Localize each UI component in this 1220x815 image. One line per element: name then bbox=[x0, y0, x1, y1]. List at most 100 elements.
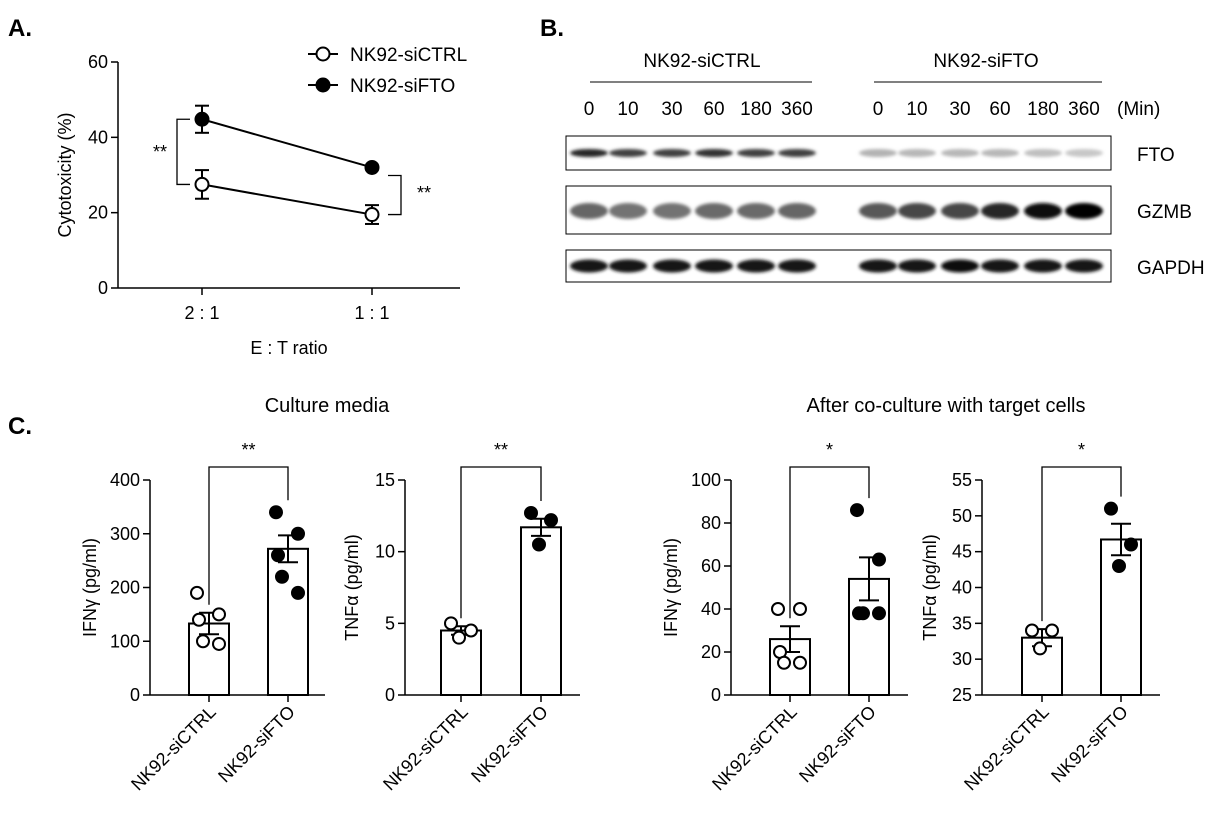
blot-time-label: 10 bbox=[906, 99, 927, 120]
blot-band-gzmb bbox=[981, 203, 1019, 219]
x-tick-label: NK92-siFTO bbox=[1047, 702, 1132, 787]
significance-bracket bbox=[388, 174, 402, 216]
y-tick-label: 60 bbox=[701, 556, 721, 576]
y-axis-label: IFNγ (pg/ml) bbox=[80, 538, 100, 637]
y-tick-label: 20 bbox=[701, 642, 721, 662]
blot-row-label-gapdh: GAPDH bbox=[1137, 258, 1205, 279]
data-point bbox=[291, 526, 305, 541]
legend-marker bbox=[315, 46, 331, 62]
blot-band-fto bbox=[898, 149, 936, 157]
y-axis-label: TNFα (pg/ml) bbox=[920, 534, 940, 640]
blot-band-fto bbox=[570, 149, 608, 157]
blot-band-gapdh bbox=[778, 259, 816, 273]
blot-band-gapdh bbox=[859, 259, 897, 273]
y-tick-label: 300 bbox=[110, 524, 140, 544]
y-tick-label: 20 bbox=[88, 203, 108, 223]
x-tick-label: 1 : 1 bbox=[354, 303, 389, 323]
blot-band-gapdh bbox=[1065, 259, 1103, 273]
data-point bbox=[793, 602, 807, 616]
data-point bbox=[1124, 537, 1138, 552]
y-tick-label: 0 bbox=[711, 685, 721, 705]
blot-band-fto bbox=[859, 149, 897, 157]
x-tick-label: NK92-siCTRL bbox=[379, 702, 472, 795]
significance-label: ** bbox=[153, 142, 167, 162]
blot-time-label: 30 bbox=[661, 99, 682, 120]
western-blot: NK92-siCTRL NK92-siFTO 0 10 30 60 180 360 0 10 3… bbox=[565, 51, 1205, 283]
bar-chart-c3: 0 20 40 60 80 100 IFNγ (pg/ml) NK92-siCTRLNK92-… bbox=[661, 440, 908, 794]
y-axis-label: IFNγ (pg/ml) bbox=[661, 538, 681, 637]
blot-band-gzmb bbox=[941, 203, 979, 219]
x-tick-label: NK92-siFTO bbox=[214, 702, 299, 787]
panel-label-b: B. bbox=[540, 15, 564, 42]
significance-bracket bbox=[460, 466, 542, 619]
blot-band-gzmb bbox=[1065, 203, 1103, 219]
data-point bbox=[452, 630, 466, 645]
y-tick-label: 35 bbox=[952, 613, 972, 633]
blot-time-labels: 0 10 30 60 180 360 0 10 30 60 180 360 bbox=[584, 99, 1100, 120]
data-point bbox=[269, 505, 283, 520]
blot-band-gzmb bbox=[859, 203, 897, 219]
blot-group-label-siCTRL: NK92-siCTRL bbox=[643, 51, 760, 72]
bar bbox=[188, 622, 230, 697]
y-tick-label: 60 bbox=[88, 52, 108, 72]
panel-c-title-coculture: After co-culture with target cells bbox=[807, 395, 1086, 417]
significance-label: * bbox=[1078, 440, 1085, 460]
significance-bracket bbox=[789, 466, 870, 619]
y-tick-label: 55 bbox=[952, 470, 972, 490]
data-point bbox=[275, 569, 289, 584]
significance-label: ** bbox=[241, 440, 255, 460]
data-point bbox=[194, 176, 210, 192]
blot-time-label: 0 bbox=[873, 99, 884, 120]
blot-band-gapdh bbox=[695, 259, 733, 273]
x-tick-label: NK92-siCTRL bbox=[960, 702, 1053, 795]
significance-label: ** bbox=[417, 183, 431, 203]
y-tick-label: 100 bbox=[691, 470, 721, 490]
y-tick-label: 0 bbox=[130, 685, 140, 705]
y-tick-label: 5 bbox=[385, 613, 395, 633]
blot-band-fto bbox=[1024, 149, 1062, 157]
x-tick-label: NK92-siCTRL bbox=[127, 702, 220, 795]
x-tick-label: NK92-siFTO bbox=[467, 702, 552, 787]
blot-time-label: 30 bbox=[949, 99, 970, 120]
y-tick-label: 30 bbox=[952, 649, 972, 669]
blot-band-fto bbox=[609, 149, 647, 157]
data-point bbox=[1104, 501, 1118, 516]
data-point bbox=[196, 634, 210, 649]
blot-band-gzmb bbox=[898, 203, 936, 219]
x-tick-label: NK92-siCTRL bbox=[708, 702, 801, 795]
blot-band-gapdh bbox=[1024, 259, 1062, 273]
blot-band-gapdh bbox=[653, 259, 691, 273]
data-point bbox=[291, 585, 305, 600]
data-point bbox=[544, 513, 558, 528]
blot-band-fto bbox=[737, 149, 775, 157]
y-tick-label: 200 bbox=[110, 578, 140, 598]
blot-time-unit: (Min) bbox=[1117, 99, 1160, 120]
data-point bbox=[364, 159, 380, 175]
data-point bbox=[771, 602, 785, 616]
bar bbox=[267, 547, 309, 696]
blot-band-gzmb bbox=[570, 203, 608, 219]
y-tick-label: 100 bbox=[110, 631, 140, 651]
blot-band-gzmb bbox=[1024, 203, 1062, 219]
blot-time-label: 60 bbox=[989, 99, 1010, 120]
bar-chart-c4: 25 30 35 40 45 50 55 TNFα (pg/ml) NK92-siCTRLNK9… bbox=[920, 440, 1160, 794]
data-point bbox=[1112, 559, 1126, 573]
blot-band-gapdh bbox=[898, 259, 936, 273]
blot-time-label: 180 bbox=[740, 99, 772, 120]
x-tick-label: NK92-siFTO bbox=[795, 702, 880, 787]
y-tick-label: 50 bbox=[952, 506, 972, 526]
blot-row-label-fto: FTO bbox=[1137, 145, 1175, 166]
y-tick-label: 40 bbox=[88, 127, 108, 147]
data-point bbox=[524, 505, 538, 520]
blot-time-label: 360 bbox=[1068, 99, 1100, 120]
significance-label: * bbox=[826, 440, 833, 460]
blot-bands bbox=[570, 149, 1103, 273]
data-point bbox=[872, 606, 886, 621]
blot-band-gapdh bbox=[981, 259, 1019, 273]
blot-band-gapdh bbox=[941, 259, 979, 273]
panel-c-title-culture-media: Culture media bbox=[265, 395, 390, 417]
data-point bbox=[212, 607, 226, 622]
